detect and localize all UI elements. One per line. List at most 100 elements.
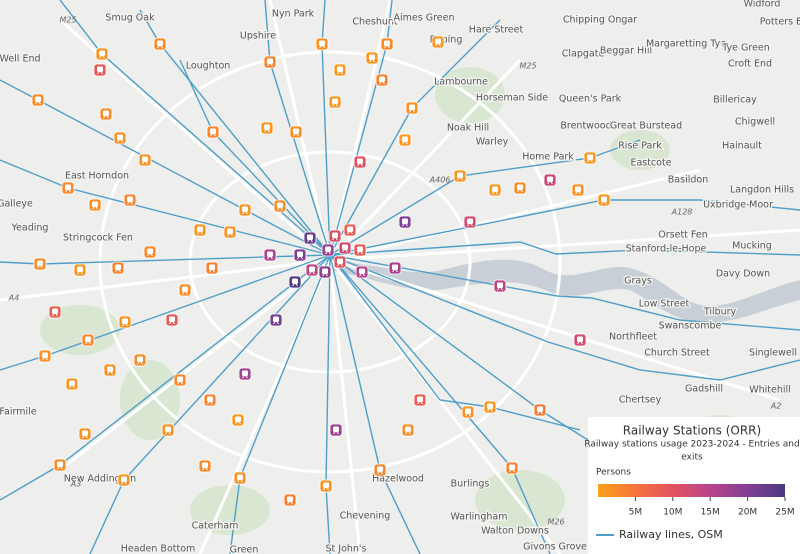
river-thames [330,259,800,323]
station-icon-train [323,482,329,488]
place-label: Billericay [713,95,757,106]
station-icon-wheels [369,59,375,63]
colorbar [598,484,785,497]
station-marker [373,463,387,477]
station-marker [111,261,125,275]
station-icon-train [57,461,63,467]
station-icon-wheels [405,431,411,435]
station-marker [143,245,157,259]
station-marker [573,333,587,347]
station-marker [81,333,95,347]
station-marker [293,248,307,262]
station-icon-wheels [293,133,299,137]
station-icon-train [587,154,593,160]
station-icon-train [333,426,339,432]
station-marker [461,405,475,419]
station-icon-wheels [497,287,503,291]
station-icon-wheels [297,256,303,260]
station-icon-wheels [237,479,243,483]
station-marker [113,131,127,145]
station-icon-train [242,370,248,376]
station-icon-train [147,248,153,254]
station-icon-train [402,136,408,142]
station-icon-wheels [492,191,498,195]
station-icon-wheels [35,101,41,105]
station-icon-wheels [517,189,523,193]
station-marker [338,241,352,255]
station-icon-wheels [277,207,283,211]
place-label: Horseman Side [476,93,548,104]
road-label: A3 [70,480,82,489]
station-icon-wheels [42,357,48,361]
station-icon-train [435,38,441,44]
station-icon-train [292,278,298,284]
station-marker [233,471,247,485]
station-icon-train [137,356,143,362]
station-icon-wheels [69,385,75,389]
station-icon-train [319,40,325,46]
station-icon-train [182,286,188,292]
station-marker [269,313,283,327]
station-icon-wheels [82,435,88,439]
station-icon-train [99,50,105,56]
station-marker [103,363,117,377]
station-icon-train [92,201,98,207]
station-marker [380,37,394,51]
place-label: Warley [476,137,509,148]
station-icon-train [487,403,493,409]
station-icon-wheels [402,141,408,145]
place-label: Singlewell [749,348,797,359]
station-icon-wheels [37,265,43,269]
station-marker [238,203,252,217]
station-icon-train [457,172,463,178]
station-icon-train [332,98,338,104]
station-icon-train [197,226,203,232]
station-icon-train [359,268,365,274]
station-icon-train [369,54,375,60]
station-icon-train [357,158,363,164]
station-marker [153,37,167,51]
station-marker [198,459,212,473]
station-marker [123,193,137,207]
station-marker [263,248,277,262]
place-label: Low Street [639,299,690,310]
station-icon-wheels [347,231,353,235]
station-icon-train [242,206,248,212]
place-label: Great Burstead [610,121,682,132]
station-icon-wheels [273,321,279,325]
place-label: Well End [0,54,41,65]
station-icon-wheels [287,501,293,505]
station-marker [133,353,147,367]
station-icon-train [97,66,103,72]
station-marker [283,493,297,507]
place-label: Tilbury [703,307,737,318]
place-label: Yeading [11,223,49,234]
place-label: Mucking [732,241,772,252]
station-marker [333,255,347,269]
station-icon-wheels [267,63,273,67]
station-marker [99,107,113,121]
station-icon-train [547,176,553,182]
place-label: Chipping Ongar [563,15,637,26]
station-icon-wheels [115,269,121,273]
place-label: Givons Grove [523,542,587,553]
station-icon-wheels [509,469,515,473]
station-marker [388,261,402,275]
station-icon-wheels [52,313,58,317]
station-marker [343,223,357,237]
place-label: Burlings [451,479,490,490]
colorbar-title: Persons [596,468,631,478]
place-label: Green [230,545,259,554]
station-icon-train [467,218,473,224]
station-icon-wheels [547,181,553,185]
station-marker [318,265,332,279]
station-icon-train [202,462,208,468]
station-marker [118,315,132,329]
station-icon-wheels [409,109,415,113]
place-label: St John's [326,544,367,554]
station-marker [321,243,335,257]
station-icon-train [379,76,385,82]
station-icon-train [465,408,471,414]
station-marker [533,403,547,417]
station-marker [288,275,302,289]
